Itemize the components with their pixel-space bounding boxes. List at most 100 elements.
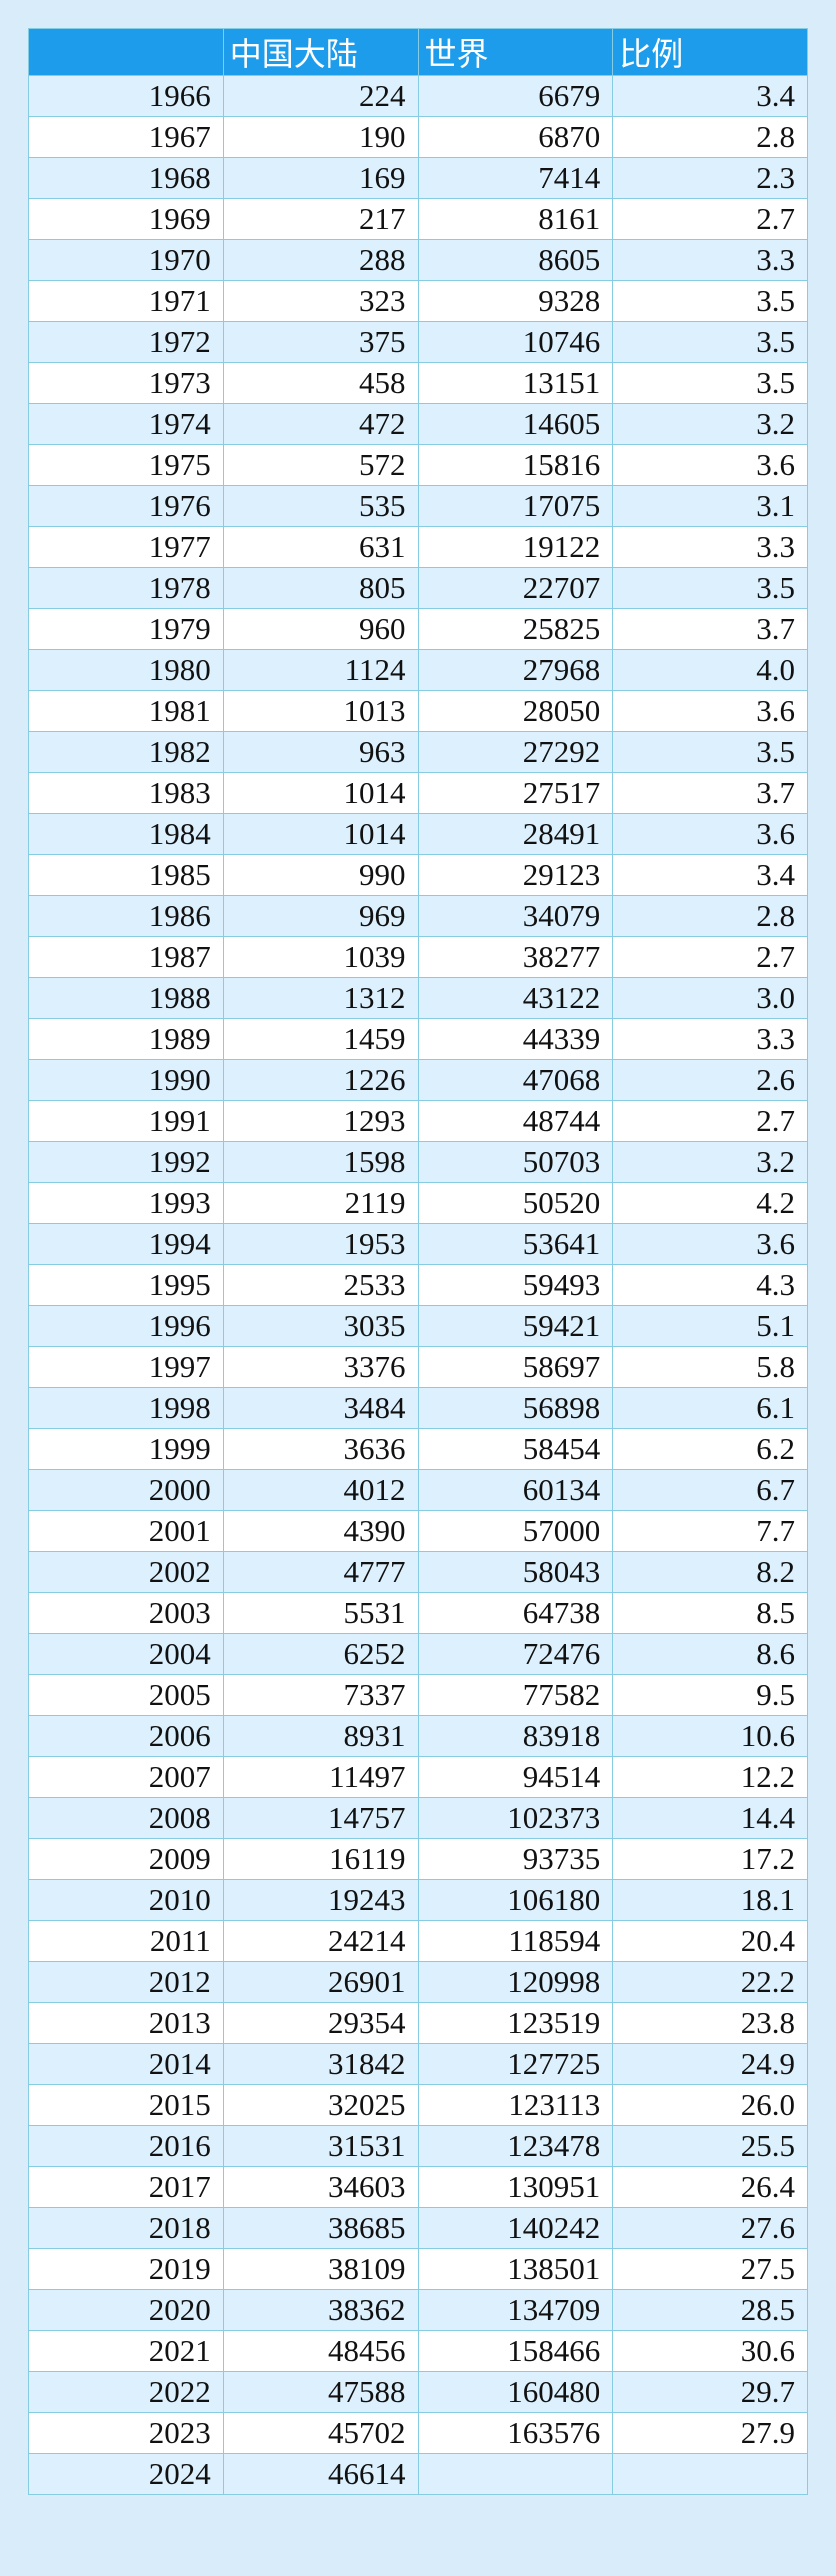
- table-row: 1977 631 19122 3.3: [28, 526, 808, 568]
- value-cell: 8931: [222, 1715, 419, 1757]
- table-row: 1974 472 14605 3.2: [28, 403, 808, 445]
- value-cell: 3.6: [612, 690, 808, 732]
- table-row: 1982 963 27292 3.5: [28, 731, 808, 773]
- value-cell: 4.0: [612, 649, 808, 691]
- value-cell: 190: [222, 116, 419, 158]
- value-cell: 43122: [417, 977, 614, 1019]
- value-cell: 1124: [222, 649, 419, 691]
- value-cell: 1226: [222, 1059, 419, 1101]
- value-cell: 3.1: [612, 485, 808, 527]
- year-cell: 2007: [28, 1756, 224, 1798]
- year-cell: 2004: [28, 1633, 224, 1675]
- year-cell: 1974: [28, 403, 224, 445]
- table-row: 1984 1014 28491 3.6: [28, 813, 808, 855]
- value-cell: 14605: [417, 403, 614, 445]
- value-cell: 15816: [417, 444, 614, 486]
- value-cell: 27.6: [612, 2207, 808, 2249]
- value-cell: 217: [222, 198, 419, 240]
- year-cell: 1995: [28, 1264, 224, 1306]
- table-row: 2012 26901 120998 22.2: [28, 1961, 808, 2003]
- value-cell: 38277: [417, 936, 614, 978]
- table-row: 1993 2119 50520 4.2: [28, 1182, 808, 1224]
- year-cell: 1973: [28, 362, 224, 404]
- value-cell: 3.4: [612, 75, 808, 117]
- value-cell: 27.5: [612, 2248, 808, 2290]
- value-cell: 23.8: [612, 2002, 808, 2044]
- value-cell: 6252: [222, 1633, 419, 1675]
- table-row: 2007 11497 94514 12.2: [28, 1756, 808, 1798]
- value-cell: 29354: [222, 2002, 419, 2044]
- value-cell: 1459: [222, 1018, 419, 1060]
- value-cell: 77582: [417, 1674, 614, 1716]
- year-cell: 2016: [28, 2125, 224, 2167]
- table-row: 1979 960 25825 3.7: [28, 608, 808, 650]
- value-cell: 32025: [222, 2084, 419, 2126]
- value-cell: 30.6: [612, 2330, 808, 2372]
- value-cell: 1312: [222, 977, 419, 1019]
- value-cell: 22.2: [612, 1961, 808, 2003]
- year-cell: 1983: [28, 772, 224, 814]
- value-cell: 535: [222, 485, 419, 527]
- table-row: 1990 1226 47068 2.6: [28, 1059, 808, 1101]
- year-cell: 2003: [28, 1592, 224, 1634]
- value-cell: 7414: [417, 157, 614, 199]
- year-cell: 1998: [28, 1387, 224, 1429]
- value-cell: 2.6: [612, 1059, 808, 1101]
- value-cell: 5.8: [612, 1346, 808, 1388]
- value-cell: 48456: [222, 2330, 419, 2372]
- value-cell: 1014: [222, 772, 419, 814]
- table-row: 1988 1312 43122 3.0: [28, 977, 808, 1019]
- value-cell: 94514: [417, 1756, 614, 1798]
- value-cell: 4.3: [612, 1264, 808, 1306]
- value-cell: 59493: [417, 1264, 614, 1306]
- year-cell: 2014: [28, 2043, 224, 2085]
- header-cell: 中国大陆: [222, 28, 419, 76]
- value-cell: 123478: [417, 2125, 614, 2167]
- year-cell: 2013: [28, 2002, 224, 2044]
- value-cell: 11497: [222, 1756, 419, 1798]
- value-cell: 3.5: [612, 321, 808, 363]
- table-row: 1998 3484 56898 6.1: [28, 1387, 808, 1429]
- value-cell: 58043: [417, 1551, 614, 1593]
- value-cell: 27968: [417, 649, 614, 691]
- value-cell: 3.6: [612, 1223, 808, 1265]
- value-cell: 19243: [222, 1879, 419, 1921]
- value-cell: 60134: [417, 1469, 614, 1511]
- value-cell: 1293: [222, 1100, 419, 1142]
- table-row: 1971 323 9328 3.5: [28, 280, 808, 322]
- value-cell: 3.5: [612, 280, 808, 322]
- year-cell: 1977: [28, 526, 224, 568]
- value-cell: 14.4: [612, 1797, 808, 1839]
- value-cell: 6.7: [612, 1469, 808, 1511]
- table-row: 1970 288 8605 3.3: [28, 239, 808, 281]
- value-cell: 20.4: [612, 1920, 808, 1962]
- value-cell: 375: [222, 321, 419, 363]
- table-row: 2018 38685 140242 27.6: [28, 2207, 808, 2249]
- year-cell: 1980: [28, 649, 224, 691]
- table-row: 2003 5531 64738 8.5: [28, 1592, 808, 1634]
- value-cell: 64738: [417, 1592, 614, 1634]
- year-cell: 1994: [28, 1223, 224, 1265]
- value-cell: 3.3: [612, 526, 808, 568]
- value-cell: 963: [222, 731, 419, 773]
- value-cell: 2119: [222, 1182, 419, 1224]
- value-cell: 102373: [417, 1797, 614, 1839]
- year-cell: 1990: [28, 1059, 224, 1101]
- value-cell: 123519: [417, 2002, 614, 2044]
- value-cell: 631: [222, 526, 419, 568]
- value-cell: 59421: [417, 1305, 614, 1347]
- year-cell: 1999: [28, 1428, 224, 1470]
- table-row: 2023 45702 163576 27.9: [28, 2412, 808, 2454]
- value-cell: 160480: [417, 2371, 614, 2413]
- table-row: 1969 217 8161 2.7: [28, 198, 808, 240]
- table-row: 2005 7337 77582 9.5: [28, 1674, 808, 1716]
- value-cell: 3.2: [612, 403, 808, 445]
- table-row: 1989 1459 44339 3.3: [28, 1018, 808, 1060]
- value-cell: 48744: [417, 1100, 614, 1142]
- table-row: 2022 47588 160480 29.7: [28, 2371, 808, 2413]
- value-cell: 38685: [222, 2207, 419, 2249]
- table-body: 1966 224 6679 3.4 1967 190 6870 2.8 1968 169 7414 2…: [28, 75, 808, 2495]
- value-cell: 72476: [417, 1633, 614, 1675]
- value-cell: 25825: [417, 608, 614, 650]
- value-cell: 8161: [417, 198, 614, 240]
